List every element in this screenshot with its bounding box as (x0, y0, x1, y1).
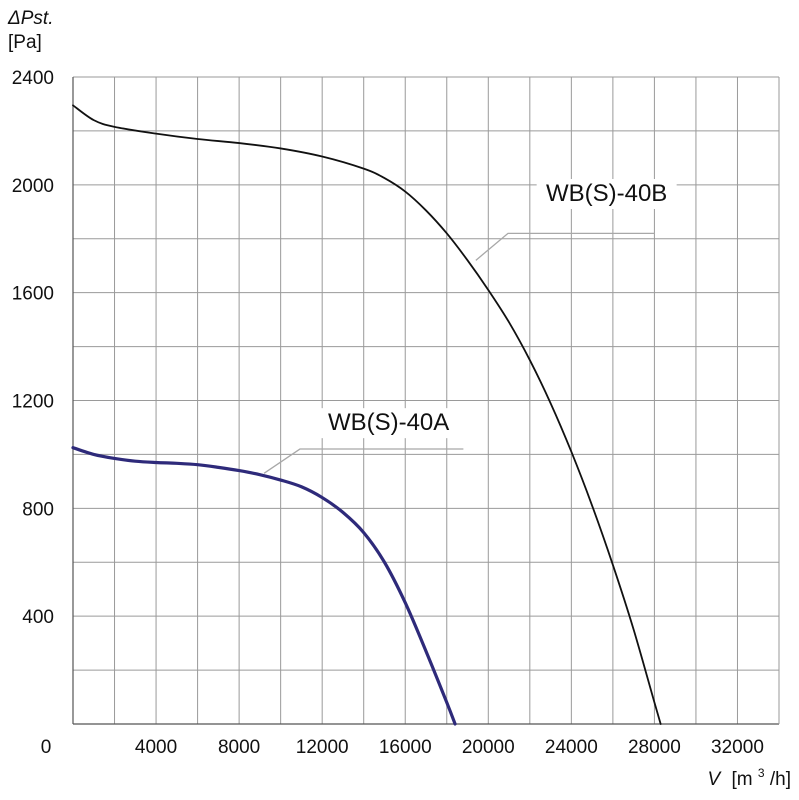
x-tick-label: 12000 (296, 737, 349, 758)
x-tick-label: 24000 (545, 737, 598, 758)
label-layer: ΔPst. [Pa] V [m 3 /h] 0 4000 8000 12000 1600… (7, 8, 791, 790)
y-axis-symbol: ΔPst. (7, 8, 53, 29)
x-tick-label: 16000 (379, 737, 432, 758)
x-axis-unit-sup: 3 (758, 766, 765, 780)
x-tick-label: 32000 (711, 737, 764, 758)
x-axis-unit-prefix: [m (732, 769, 753, 790)
x-tick-label: 8000 (218, 737, 260, 758)
x-axis-label: V [m 3 /h] (708, 761, 791, 790)
series-line-wb-s-40b (72, 104, 662, 725)
y-axis-unit: [Pa] (8, 32, 42, 53)
y-tick-label: 2000 (12, 176, 54, 197)
x-tick-label: 28000 (628, 737, 681, 758)
grid-layer (73, 76, 779, 724)
annotation-layer: WB(S)-40B WB(S)-40A (263, 179, 677, 474)
series-label-background (318, 408, 459, 439)
x-axis-symbol: V (708, 769, 723, 790)
leader-line-wb-s-40a (263, 448, 464, 474)
x-tick-label: 4000 (135, 737, 177, 758)
y-tick-label: 2400 (12, 68, 54, 89)
leader-line-wb-s-40b (475, 232, 655, 261)
series-line-wb-s-40a (71, 446, 457, 726)
y-tick-label: 800 (22, 499, 54, 520)
x-tick-label: 0 (41, 737, 52, 758)
series-label-wb-s-40b: WB(S)-40B (546, 180, 667, 207)
series-label-background (536, 179, 677, 210)
y-tick-label: 1600 (12, 284, 54, 305)
y-axis-unit-text: [Pa] (8, 32, 42, 53)
series-label-wb-s-40a: WB(S)-40A (328, 409, 449, 436)
series-layer (71, 104, 662, 726)
x-axis-unit-suffix: /h] (770, 769, 791, 790)
x-tick-label: 20000 (462, 737, 515, 758)
y-tick-label: 1200 (12, 392, 54, 413)
y-axis-symbol-text: ΔPst. (7, 8, 53, 29)
y-tick-label: 400 (22, 607, 54, 628)
